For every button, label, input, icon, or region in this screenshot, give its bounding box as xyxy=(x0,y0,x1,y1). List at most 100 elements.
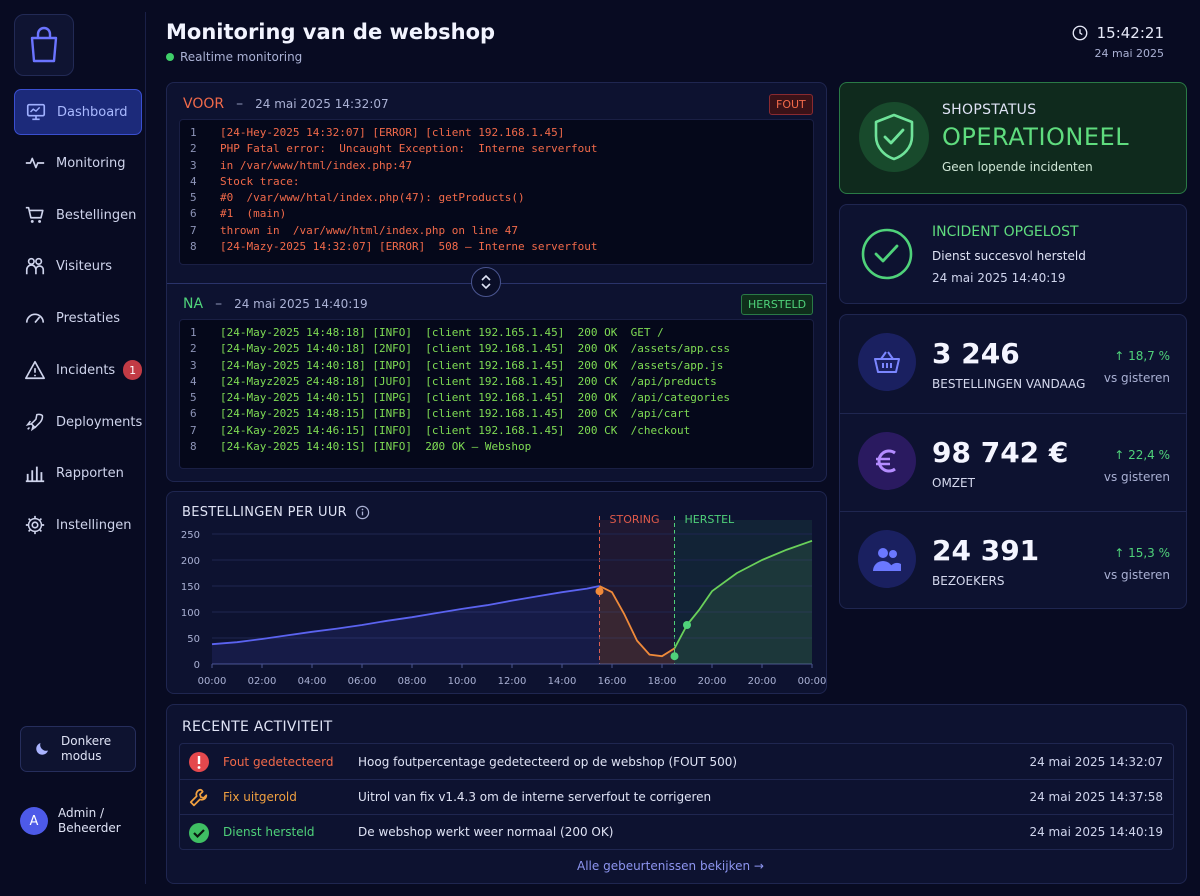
x-tick-label: 04:00 xyxy=(298,676,327,687)
activity-type: Fout gedetecteerd xyxy=(223,754,334,769)
shopping-bag-icon xyxy=(30,26,58,63)
activity-time: 24 mai 2025 14:37:58 xyxy=(1029,790,1163,804)
after-log-header: NA – 24 mai 2025 14:40:19 xyxy=(183,296,368,312)
dark-mode-toggle[interactable]: Donkere modus xyxy=(20,726,136,772)
log-line: 2 [24-May-2025 14:40:18] [2NFO] [client 1… xyxy=(190,342,803,358)
log-line: 4 [24-Mayz2025 Ƨ4:48:18] [ЈUFO] [client 1… xyxy=(190,375,803,391)
activity-title: RECENTE ACTIVITEIT xyxy=(182,719,333,735)
sidebar-item-visiteurs[interactable]: Visiteurs xyxy=(14,243,142,289)
compare-toggle-button[interactable] xyxy=(471,267,501,297)
status-note: Geen lopende incidenten xyxy=(942,160,1093,174)
kpi-label: OMZET xyxy=(932,476,975,490)
log-line-text: [24-Mayz2025 Ƨ4:48:18] [ЈUFO] [client 19… xyxy=(220,374,717,388)
kpi-delta: ↑ 22,4 % xyxy=(1114,448,1170,462)
view-all-events-link[interactable]: Alle gebeurtenissen bekijken → xyxy=(577,859,764,873)
series-normal xyxy=(211,585,600,646)
y-tick-label: 0 xyxy=(194,660,200,671)
log-line-text: [24-Mazy-2025 14:32:07] [ERROR] 508 – In… xyxy=(220,240,598,254)
sidebar-item-bestellingen[interactable]: Bestellingen xyxy=(14,192,142,238)
kpi-label: BEZOEKERS xyxy=(932,574,1005,588)
pulse-icon xyxy=(25,157,45,169)
sidebar-item-label: Visiteurs xyxy=(56,258,113,274)
series-outage xyxy=(599,585,675,658)
activity-row[interactable]: Fix uitgerold Uitrol van fix v1.4.3 om d… xyxy=(180,779,1173,814)
moon-icon xyxy=(36,743,48,755)
y-tick-label: 150 xyxy=(181,582,200,593)
log-line: 6 [24-May-2025 14:48:15] [INFB] [client 1… xyxy=(190,407,803,423)
incident-title: INCIDENT OPGELOST xyxy=(932,224,1079,240)
check-circle-icon xyxy=(861,228,913,280)
x-tick-label: 00:00 xyxy=(798,676,826,687)
sidebar-item-prestaties[interactable]: Prestaties xyxy=(14,295,142,341)
log-line: 8 [24-Mazy-2025 14:32:07] [ERROR] 508 – I… xyxy=(190,240,803,256)
log-line-number: 8 xyxy=(190,240,197,254)
log-line-text: [24-Kay-2025 14:40:1S] [INFO] 2Ø0 OK – W… xyxy=(220,440,532,454)
activity-row[interactable]: Dienst hersteld De webshop werkt weer no… xyxy=(180,814,1173,849)
clock: 15:42:21 xyxy=(1071,24,1164,42)
log-line: 1 [24-May-2025 14:48:18] [INFO] [client 1… xyxy=(190,326,803,342)
activity-type: Dienst hersteld xyxy=(223,825,315,839)
log-line: 8 [24-Kay-2025 14:40:1S] [INFO] 2Ø0 OK – … xyxy=(190,440,803,456)
sidebar-item-dashboard[interactable]: Dashboard xyxy=(14,89,142,135)
sidebar-item-instellingen[interactable]: Instellingen xyxy=(14,502,142,548)
log-line-number: 8 xyxy=(190,440,197,454)
users-icon xyxy=(25,257,45,275)
before-separator: – xyxy=(236,96,244,112)
log-line-number: 5 xyxy=(190,391,197,405)
log-line-number: 4 xyxy=(190,374,197,388)
chart-title-text: BESTELLINGEN PER UUR xyxy=(182,505,348,520)
orders-chart-panel: BESTELLINGEN PER UUR STORING HERSTEL 0 50 10… xyxy=(166,491,827,694)
log-line-text: thrown in /var/www/html/index.php on lin… xyxy=(220,223,519,237)
zone-label: STORING xyxy=(610,513,660,526)
kpi-delta: ↑ 18,7 % xyxy=(1114,349,1170,363)
x-tick-label: 08:00 xyxy=(398,676,427,687)
user-menu[interactable]: A Admin / Beheerder xyxy=(20,796,140,846)
kpi-value: 98 742 € xyxy=(932,436,1069,469)
page-title: Monitoring van de webshop xyxy=(166,20,496,44)
dark-mode-label: Donkere modus xyxy=(61,734,112,763)
log-line-number: 6 xyxy=(190,407,197,421)
after-label: NA xyxy=(183,296,204,312)
sidebar: Dashboard Monitoring Bestellingen Visite… xyxy=(10,12,146,884)
info-icon[interactable] xyxy=(355,505,370,520)
event-marker xyxy=(595,587,604,596)
before-date: 24 mai 2025 14:32:07 xyxy=(255,97,389,111)
log-line: 1 [24-Hey-2025 14:32:07] [ERROR] [client … xyxy=(190,126,803,142)
log-line: 7 thrown in /var/www/html/index.php on li… xyxy=(190,224,803,240)
kpi-icon xyxy=(858,530,916,588)
log-line: 6 #1 (main) xyxy=(190,207,803,223)
sidebar-item-label: Prestaties xyxy=(56,310,120,326)
shop-logo[interactable] xyxy=(14,14,74,76)
kpi-icon xyxy=(858,432,916,490)
log-comparison-panel: VOOR – 24 mai 2025 14:32:07 FOUT 1 [24-He… xyxy=(166,82,827,482)
log-line-number: 6 xyxy=(190,207,197,221)
kpi-compare: vs gisteren xyxy=(1103,371,1170,385)
log-line: 2 PHP Fatal error: Uncaught Exception: In… xyxy=(190,142,803,158)
series-outage-area xyxy=(599,586,675,664)
sidebar-item-monitoring[interactable]: Monitoring xyxy=(14,140,142,186)
page-subtitle: Realtime monitoring xyxy=(166,50,302,64)
log-line: 5 [24-May-2025 14:40:15] [INPG] [client 1… xyxy=(190,391,803,407)
log-line-text: [24-May-2025 14:40:15] [INPG] [client 19… xyxy=(220,391,730,405)
user-name: Admin / Beheerder xyxy=(58,806,121,835)
log-line: 3 [24-May-2025 14:40:18] [INPO] [client 1… xyxy=(190,359,803,375)
sidebar-item-label: Monitoring xyxy=(56,155,126,171)
activity-type: Fix uitgerold xyxy=(223,790,297,804)
sidebar-item-rapporten[interactable]: Rapporten xyxy=(14,450,142,496)
kpi-compare: vs gisteren xyxy=(1103,568,1170,582)
kpi-compare: vs gisteren xyxy=(1103,470,1170,484)
log-line-number: 2 xyxy=(190,342,197,356)
live-indicator xyxy=(166,53,174,61)
activity-row[interactable]: Fout gedetecteerd Hoog foutpercentage ge… xyxy=(180,744,1173,779)
sidebar-item-deployments[interactable]: Deployments xyxy=(14,399,142,445)
clock-time: 15:42:21 xyxy=(1096,24,1164,42)
clock-icon xyxy=(1072,25,1088,41)
x-tick-label: 14:00 xyxy=(548,676,577,687)
activity-table: Fout gedetecteerd Hoog foutpercentage ge… xyxy=(179,743,1174,850)
log-line-number: 3 xyxy=(190,158,197,172)
log-line-text: [24-May-2025 14:48:15] [INFB] [client 19… xyxy=(220,407,691,421)
check-icon xyxy=(189,823,209,843)
sidebar-item-label: Bestellingen xyxy=(56,207,137,223)
sidebar-item-incidents[interactable]: Incidents 1 xyxy=(14,347,142,393)
series-recovery-area xyxy=(674,540,812,664)
